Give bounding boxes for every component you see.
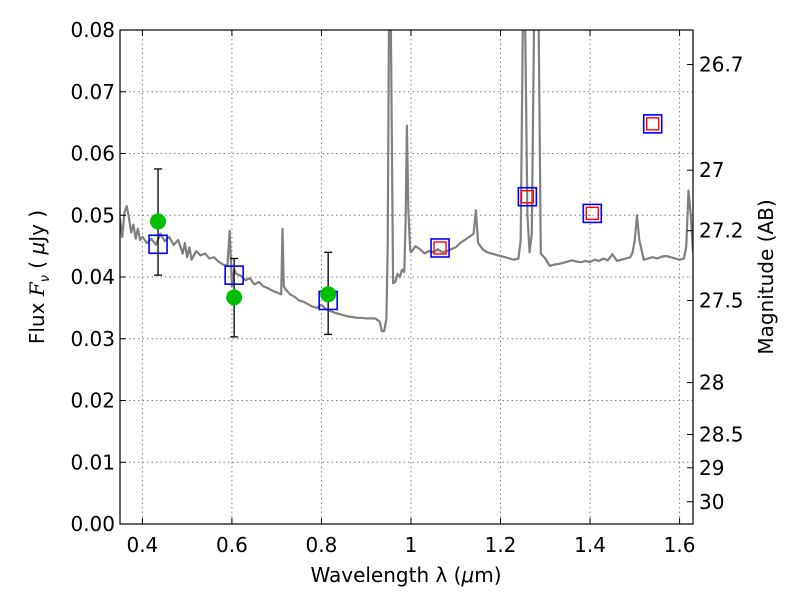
x-tick-label: 0.6 xyxy=(216,533,248,557)
axis-ticks: 0.4 0.6 0.8 1 1.2 1.4 1.6 0.00 0.01 0.02 0.03 0.04 0… xyxy=(70,18,743,557)
observed-flux-square xyxy=(224,265,244,285)
x-tick-label: 1.4 xyxy=(574,533,606,557)
y2-tick-label: 26.7 xyxy=(699,53,744,77)
y-tick-label: 0.08 xyxy=(70,18,115,42)
observed-flux-square xyxy=(517,186,538,207)
photometry-point xyxy=(320,286,337,303)
y2-axis-title: Magnitude (AB) xyxy=(754,199,778,354)
grid xyxy=(120,29,693,525)
x-tick-label: 0.4 xyxy=(126,533,158,557)
x-axis-title: Wavelength λ (μm) xyxy=(310,563,501,587)
y2-tick-label: 27.2 xyxy=(699,219,744,243)
y2-tick-label: 27 xyxy=(699,158,724,182)
plot-series xyxy=(120,30,693,338)
y-axis-title: Flux Fν ( μJy ) xyxy=(25,210,53,344)
photometry-point xyxy=(226,289,243,306)
photometry-point xyxy=(150,213,167,230)
model-flux-square xyxy=(433,241,447,255)
y-tick-label: 0.03 xyxy=(70,327,115,351)
observed-flux-square xyxy=(582,203,603,224)
y-tick-label: 0.07 xyxy=(70,80,115,104)
observed-flux-square xyxy=(430,238,450,258)
y-tick-label: 0.02 xyxy=(70,389,115,413)
x-tick-label: 1.6 xyxy=(664,533,696,557)
y2-tick-label: 30 xyxy=(699,490,724,514)
observed-flux-square xyxy=(148,234,168,255)
model-flux-square xyxy=(520,190,535,204)
y-tick-label: 0.06 xyxy=(70,142,115,166)
y2-tick-label: 28 xyxy=(699,371,724,395)
model-flux-square xyxy=(646,117,660,131)
y-tick-label: 0.05 xyxy=(70,203,115,227)
template-spectrum-line xyxy=(120,30,693,333)
y2-tick-label: 29 xyxy=(699,456,724,480)
model-flux-square xyxy=(585,206,599,221)
y-tick-label: 0.00 xyxy=(70,512,115,536)
x-tick-label: 0.8 xyxy=(306,533,338,557)
y-tick-label: 0.01 xyxy=(70,450,115,474)
x-tick-label: 1.2 xyxy=(485,533,517,557)
observed-flux-square xyxy=(642,114,663,134)
y2-tick-label: 28.5 xyxy=(699,422,744,446)
y-tick-label: 0.04 xyxy=(70,265,115,289)
x-tick-label: 1 xyxy=(405,533,418,557)
y2-tick-label: 27.5 xyxy=(699,288,744,312)
